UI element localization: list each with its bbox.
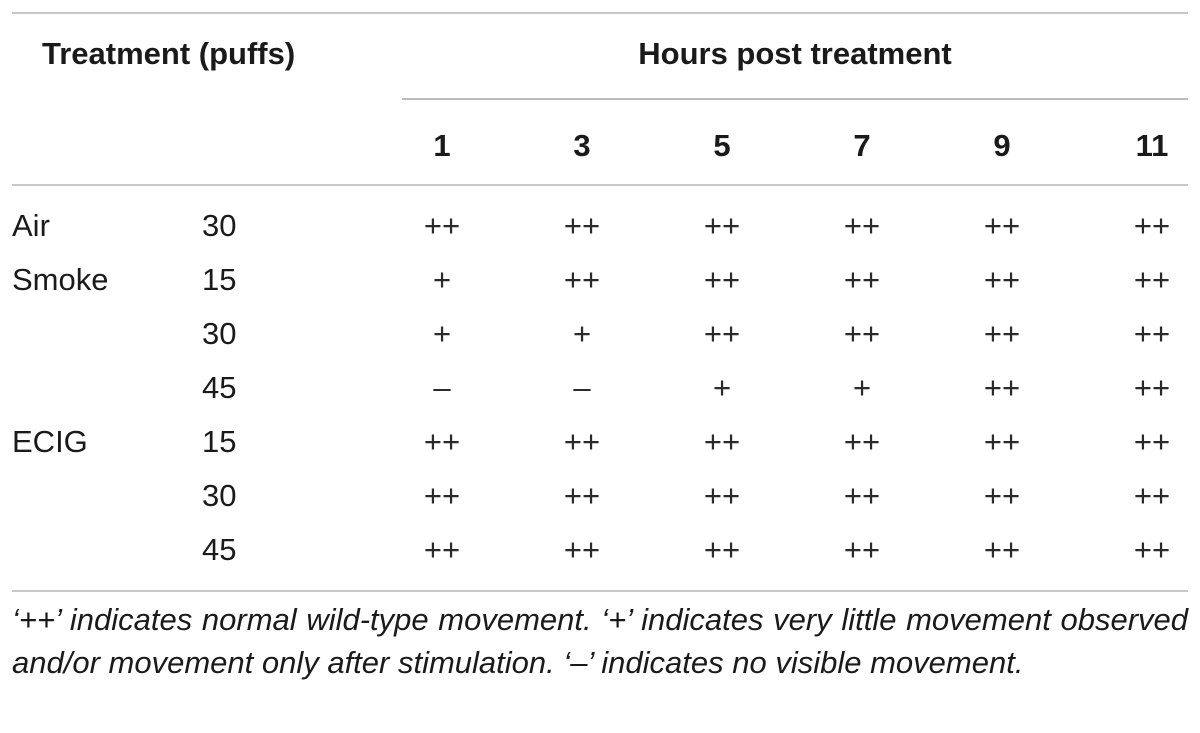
movement-score-cell: + [432, 316, 452, 351]
hour-column-header: 3 [573, 128, 591, 163]
movement-score-cell: ++ [423, 478, 461, 513]
puffs-cell: 30 [202, 316, 237, 351]
movement-score-cell: ++ [703, 262, 741, 297]
movement-score-cell: ++ [983, 532, 1021, 567]
movement-score-cell: + [712, 370, 732, 405]
movement-score-cell: ++ [563, 208, 601, 243]
movement-score-cell: ++ [1133, 424, 1171, 459]
hour-column-header: 1 [433, 128, 451, 163]
table-top-rule [12, 12, 1188, 14]
movement-score-cell: ++ [983, 262, 1021, 297]
movement-score-cell: ++ [1133, 370, 1171, 405]
movement-score-cell: ++ [563, 478, 601, 513]
puffs-cell: 30 [202, 478, 237, 513]
movement-score-cell: ++ [983, 370, 1021, 405]
movement-score-cell: ++ [1133, 532, 1171, 567]
puffs-cell: 15 [202, 424, 237, 459]
hours-header-rule [402, 98, 1188, 100]
movement-score-cell: ++ [843, 424, 881, 459]
movement-score-cell: ++ [423, 208, 461, 243]
movement-score-cell: ++ [843, 262, 881, 297]
hour-column-header: 9 [993, 128, 1011, 163]
header-bottom-rule [12, 184, 1188, 186]
movement-score-cell: + [852, 370, 872, 405]
movement-score-cell: ++ [1133, 478, 1171, 513]
movement-score-cell: ++ [423, 532, 461, 567]
movement-score-cell: ++ [1133, 262, 1171, 297]
puffs-cell: 30 [202, 208, 237, 243]
treatment-cell: Air [12, 208, 50, 243]
movement-score-cell: ++ [563, 262, 601, 297]
movement-score-cell: ++ [983, 208, 1021, 243]
hour-column-header: 5 [713, 128, 731, 163]
movement-score-cell: ++ [983, 316, 1021, 351]
treatment-cell: ECIG [12, 424, 88, 459]
movement-score-cell: ++ [703, 316, 741, 351]
puffs-cell: 45 [202, 370, 237, 405]
movement-score-cell: ++ [563, 424, 601, 459]
movement-score-cell: ++ [843, 316, 881, 351]
movement-score-cell: ++ [703, 208, 741, 243]
movement-score-cell: ++ [703, 478, 741, 513]
hours-post-treatment-header: Hours post treatment [638, 36, 952, 71]
movement-score-cell: ++ [1133, 208, 1171, 243]
movement-score-cell: ++ [843, 208, 881, 243]
movement-score-cell: ++ [423, 424, 461, 459]
movement-score-cell: ++ [843, 478, 881, 513]
movement-score-cell: + [432, 262, 452, 297]
movement-score-cell: ++ [1133, 316, 1171, 351]
movement-score-cell: – [573, 370, 591, 405]
movement-score-cell: + [572, 316, 592, 351]
table-footnote: ‘++’ indicates normal wild-type movement… [12, 602, 1188, 680]
movement-score-cell: ++ [703, 532, 741, 567]
movement-score-cell: ++ [983, 478, 1021, 513]
movement-score-cell: ++ [563, 532, 601, 567]
movement-score-cell: ++ [843, 532, 881, 567]
puffs-cell: 15 [202, 262, 237, 297]
table-bottom-rule [12, 590, 1188, 592]
movement-score-cell: ++ [703, 424, 741, 459]
movement-score-cell: – [433, 370, 451, 405]
treatment-cell: Smoke [12, 262, 109, 297]
puffs-cell: 45 [202, 532, 237, 567]
hour-column-header: 7 [853, 128, 871, 163]
treatment-column-header: Treatment (puffs) [42, 36, 296, 71]
hour-column-header: 11 [1135, 128, 1169, 163]
movement-score-cell: ++ [983, 424, 1021, 459]
